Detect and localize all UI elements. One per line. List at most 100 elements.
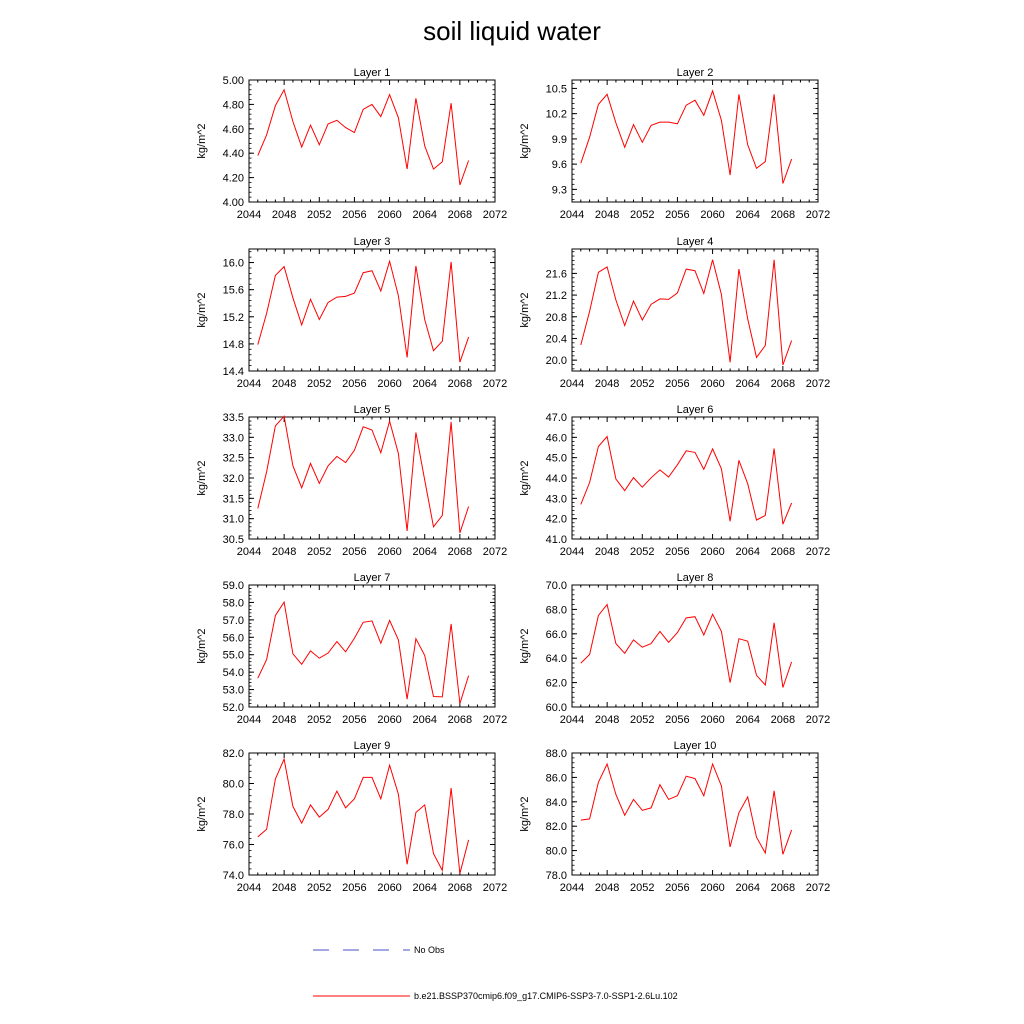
y-tick-label: 10.5 <box>546 83 567 95</box>
panel-layer-4: Layer 4 kg/m^2 2044 2048 2052 2056 2060 2064 206… <box>519 236 830 390</box>
x-tick-label: 2064 <box>412 378 436 390</box>
x-tick-label: 2064 <box>735 546 759 558</box>
y-tick-label: 32.0 <box>223 473 244 485</box>
x-tick-label: 2060 <box>700 209 724 221</box>
legend-obs-label: No Obs <box>414 945 445 955</box>
x-tick-label: 2060 <box>377 882 401 894</box>
y-tick-label: 20.4 <box>546 333 567 345</box>
y-tick-label: 56.0 <box>223 632 244 644</box>
x-tick-label: 2056 <box>665 378 689 390</box>
x-tick-label: 2048 <box>272 882 296 894</box>
x-tick-label: 2056 <box>342 546 366 558</box>
x-tick-label: 2068 <box>448 209 472 221</box>
y-tick-label: 62.0 <box>546 678 567 690</box>
y-tick-label: 32.5 <box>223 453 244 465</box>
panel-title: Layer 8 <box>677 572 714 584</box>
y-tick-label: 15.2 <box>223 312 244 324</box>
panel-title: Layer 6 <box>677 404 714 416</box>
y-tick-label: 4.20 <box>223 173 244 185</box>
x-tick-label: 2052 <box>630 378 654 390</box>
panel-layer-8: Layer 8 kg/m^2 2044 2048 2052 2056 2060 2064 206… <box>519 572 830 726</box>
x-tick-label: 2068 <box>448 378 472 390</box>
series-line <box>580 435 793 525</box>
y-tick-label: 4.40 <box>223 148 244 160</box>
y-tick-label: 43.0 <box>546 493 567 505</box>
x-tick-label: 2044 <box>560 714 584 726</box>
y-axis-label: kg/m^2 <box>196 292 208 327</box>
plot-frame <box>248 79 496 203</box>
x-tick-label: 2048 <box>272 714 296 726</box>
x-tick-label: 2072 <box>483 209 507 221</box>
plot-frame <box>571 416 819 540</box>
x-tick-label: 2072 <box>483 546 507 558</box>
x-tick-label: 2056 <box>342 882 366 894</box>
panel-title: Layer 9 <box>354 740 391 752</box>
x-tick-label: 2044 <box>237 882 261 894</box>
x-tick-label: 2056 <box>665 209 689 221</box>
x-tick-label: 2048 <box>595 546 619 558</box>
y-axis-label: kg/m^2 <box>196 628 208 663</box>
x-tick-label: 2064 <box>735 714 759 726</box>
y-tick-label: 55.0 <box>223 650 244 662</box>
panel-layer-9: Layer 9 kg/m^2 2044 2048 2052 2056 2060 2064 206… <box>196 740 507 894</box>
y-axis-label: kg/m^2 <box>519 628 531 663</box>
panel-layer-7: Layer 7 kg/m^2 2044 2048 2052 2056 2060 2064 206… <box>196 572 507 726</box>
y-tick-label: 4.80 <box>223 99 244 111</box>
series-line <box>257 757 470 874</box>
y-tick-label: 20.0 <box>546 355 567 367</box>
x-tick-label: 2048 <box>272 209 296 221</box>
x-tick-label: 2044 <box>237 546 261 558</box>
legend-model-label: b.e21.BSSP370cmip6.f09_g17.CMIP6-SSP3-7.… <box>414 991 678 1001</box>
series-line <box>257 88 470 186</box>
x-tick-label: 2044 <box>560 546 584 558</box>
x-tick-label: 2064 <box>735 882 759 894</box>
y-tick-label: 33.5 <box>223 412 244 424</box>
y-tick-label: 70.0 <box>546 580 567 592</box>
x-tick-label: 2044 <box>560 378 584 390</box>
x-tick-label: 2068 <box>448 714 472 726</box>
y-tick-label: 53.0 <box>223 685 244 697</box>
y-tick-label: 45.0 <box>546 453 567 465</box>
x-tick-label: 2052 <box>307 882 331 894</box>
x-tick-label: 2060 <box>377 378 401 390</box>
y-tick-label: 9.6 <box>552 159 567 171</box>
x-tick-label: 2060 <box>377 714 401 726</box>
series-line <box>580 762 793 855</box>
plot-frame <box>571 79 819 203</box>
x-tick-label: 2072 <box>483 882 507 894</box>
x-tick-label: 2064 <box>412 209 436 221</box>
x-tick-label: 2068 <box>771 546 795 558</box>
x-tick-label: 2056 <box>342 714 366 726</box>
y-tick-label: 86.0 <box>546 772 567 784</box>
x-tick-label: 2064 <box>412 882 436 894</box>
x-tick-label: 2072 <box>806 546 830 558</box>
x-tick-label: 2060 <box>700 882 724 894</box>
x-tick-label: 2052 <box>307 546 331 558</box>
panel-title: Layer 2 <box>677 67 714 79</box>
x-tick-label: 2048 <box>595 882 619 894</box>
x-tick-label: 2068 <box>448 546 472 558</box>
x-tick-label: 2060 <box>700 378 724 390</box>
x-tick-label: 2060 <box>377 209 401 221</box>
x-tick-label: 2052 <box>307 209 331 221</box>
y-axis-label: kg/m^2 <box>519 123 531 158</box>
y-tick-label: 14.8 <box>223 339 244 351</box>
x-tick-label: 2052 <box>630 714 654 726</box>
series-line <box>257 415 470 534</box>
panel-title: Layer 3 <box>354 236 391 248</box>
plot-frame <box>571 584 819 708</box>
y-tick-label: 31.5 <box>223 493 244 505</box>
panel-title: Layer 10 <box>674 740 717 752</box>
y-tick-label: 80.0 <box>223 779 244 791</box>
y-tick-label: 33.0 <box>223 432 244 444</box>
x-tick-label: 2068 <box>771 714 795 726</box>
x-tick-label: 2048 <box>272 546 296 558</box>
y-tick-label: 14.4 <box>223 366 244 378</box>
x-tick-label: 2052 <box>630 546 654 558</box>
x-tick-label: 2060 <box>377 546 401 558</box>
panel-title: Layer 5 <box>354 404 391 416</box>
x-tick-label: 2044 <box>237 209 261 221</box>
y-tick-label: 47.0 <box>546 412 567 424</box>
y-tick-label: 9.3 <box>552 184 567 196</box>
